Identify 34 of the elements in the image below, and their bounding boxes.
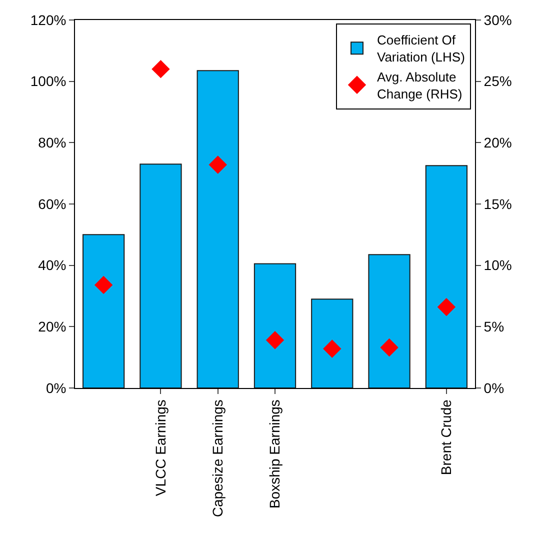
y2-tick-label: 20% (484, 134, 512, 151)
y-tick-label: 0% (46, 380, 66, 396)
bar (254, 263, 296, 388)
legend-label: Coefficient Of Variation (LHS) (377, 32, 465, 65)
y2-tick-label: 25% (484, 73, 512, 90)
point (323, 340, 342, 358)
x-tick-label: VLCC Earnings (152, 400, 168, 496)
bar (140, 164, 182, 388)
point (152, 60, 170, 78)
y-tick-label: 120% (30, 12, 66, 28)
bar (82, 234, 125, 388)
bar (368, 254, 410, 388)
y2-tick-label: 30% (484, 12, 512, 28)
point (94, 276, 113, 294)
y2-tick-label: 15% (484, 196, 512, 212)
point (208, 156, 227, 174)
y-tick-label: 100% (30, 73, 66, 90)
x-tick-label: Boxship Earnings (266, 400, 283, 509)
point (437, 298, 456, 316)
y-tick-label: 80% (38, 134, 66, 151)
x-tick-label: Brent Crude (438, 399, 454, 476)
y2-tick-label: 10% (484, 257, 512, 274)
y-tick-label: 60% (38, 196, 66, 212)
y2-tick-label: 0% (484, 380, 504, 396)
y-tick-label: 20% (38, 318, 66, 335)
y2-tick-label: 5% (484, 318, 504, 335)
y-tick-label: 40% (38, 257, 66, 274)
point (380, 338, 398, 357)
point (266, 331, 284, 350)
legend-label: Avg. Absolute Change (RHS) (377, 70, 462, 102)
bar (311, 298, 354, 388)
bar (425, 165, 468, 388)
x-tick-label: Capesize Earnings (209, 400, 226, 518)
bar (196, 70, 239, 388)
